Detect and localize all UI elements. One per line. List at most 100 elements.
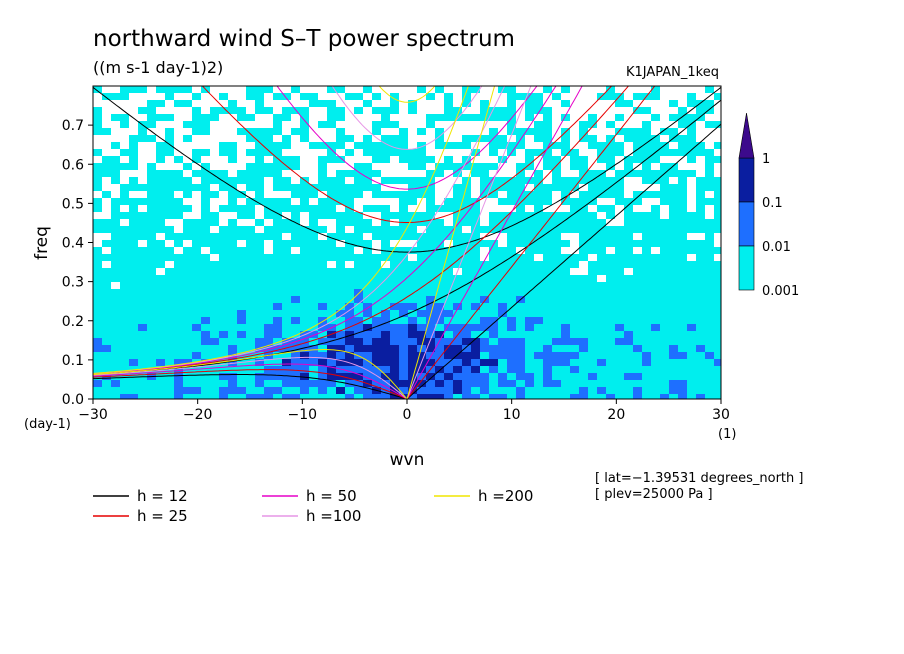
heat-cell	[714, 275, 721, 283]
heat-cell	[291, 128, 301, 136]
heat-cell	[318, 261, 328, 269]
heat-cell	[129, 345, 139, 353]
heat-cell	[165, 282, 175, 290]
heat-cell	[426, 331, 436, 339]
dispersion-curve-h50	[93, 86, 557, 375]
heat-cell	[561, 191, 571, 199]
heat-cell	[480, 100, 490, 108]
heat-cell	[264, 184, 274, 192]
heat-cell	[237, 282, 247, 290]
colorbar-label: 1	[762, 152, 770, 167]
heat-cell	[678, 100, 688, 108]
heat-cell	[273, 247, 283, 255]
x-tick-label: 30	[712, 407, 730, 423]
heat-cell	[273, 142, 283, 150]
heat-cell	[408, 366, 418, 374]
heat-cell	[183, 303, 193, 311]
heat-cell	[480, 338, 490, 346]
heat-cell	[678, 303, 688, 311]
heat-cell	[579, 268, 589, 276]
heat-cell	[111, 142, 121, 150]
heat-cell	[534, 387, 544, 395]
heat-cell	[192, 338, 202, 346]
heat-cell	[543, 394, 553, 399]
heat-cell	[552, 296, 562, 304]
heat-cell	[525, 198, 535, 206]
heat-cell	[435, 86, 445, 94]
heat-cell	[282, 331, 292, 339]
heat-cell	[327, 135, 337, 143]
heat-cell	[318, 149, 328, 157]
heat-cell	[381, 366, 391, 374]
heat-cell	[588, 352, 598, 360]
heat-cell	[453, 142, 463, 150]
heat-cell	[228, 254, 238, 262]
heat-cell	[417, 93, 427, 101]
heat-cell	[507, 191, 517, 199]
heat-cell	[408, 303, 418, 311]
heat-cell	[660, 282, 670, 290]
heat-cell	[264, 282, 274, 290]
heat-cell	[624, 86, 634, 94]
heat-cell	[480, 317, 490, 325]
heat-cell	[651, 387, 661, 395]
heat-cell	[552, 275, 562, 283]
heat-cell	[552, 345, 562, 353]
heat-cell	[309, 366, 319, 374]
heat-cell	[714, 296, 721, 304]
heat-cell	[543, 184, 553, 192]
heat-cell	[255, 114, 265, 122]
heat-cell	[336, 149, 346, 157]
heat-cell	[660, 366, 670, 374]
heat-cell	[588, 128, 598, 136]
heat-cell	[282, 219, 292, 227]
heat-cell	[588, 86, 598, 94]
heat-cell	[228, 86, 238, 94]
heat-cell	[327, 310, 337, 318]
heat-cell	[561, 394, 571, 399]
heat-cell	[129, 289, 139, 297]
heat-cell	[714, 163, 721, 171]
heat-cell	[363, 282, 373, 290]
heat-cell	[255, 317, 265, 325]
heat-cell	[93, 282, 103, 290]
heat-cell	[705, 296, 715, 304]
heat-cell	[318, 226, 328, 234]
heat-cell	[462, 121, 472, 129]
heat-cell	[480, 394, 490, 399]
heat-cell	[498, 275, 508, 283]
heat-cell	[579, 310, 589, 318]
heat-cell	[111, 268, 121, 276]
heat-cell	[426, 205, 436, 213]
heat-cell	[516, 282, 526, 290]
heat-cell	[147, 310, 157, 318]
heat-cell	[345, 303, 355, 311]
heat-cell	[327, 275, 337, 283]
heat-cell	[129, 247, 139, 255]
heat-cell	[210, 100, 220, 108]
heat-cell	[111, 394, 121, 399]
heat-cell	[507, 331, 517, 339]
heat-cell	[462, 275, 472, 283]
heat-cell	[129, 149, 139, 157]
heat-cell	[498, 149, 508, 157]
heat-cell	[606, 366, 616, 374]
heat-cell	[255, 198, 265, 206]
heat-cell	[291, 345, 301, 353]
heat-cell	[426, 254, 436, 262]
heat-cell	[417, 226, 427, 234]
heat-cell	[552, 156, 562, 164]
legend-label: h = 50	[306, 487, 357, 505]
heat-cell	[660, 135, 670, 143]
heat-cell	[264, 142, 274, 150]
heat-cell	[408, 121, 418, 129]
heat-cell	[570, 219, 580, 227]
heat-cell	[192, 212, 202, 220]
heat-cell	[156, 100, 166, 108]
heat-cell	[597, 198, 607, 206]
heat-cell	[660, 380, 670, 388]
heat-cell	[282, 387, 292, 395]
heat-cell	[705, 135, 715, 143]
heat-cell	[183, 135, 193, 143]
heat-cell	[579, 142, 589, 150]
